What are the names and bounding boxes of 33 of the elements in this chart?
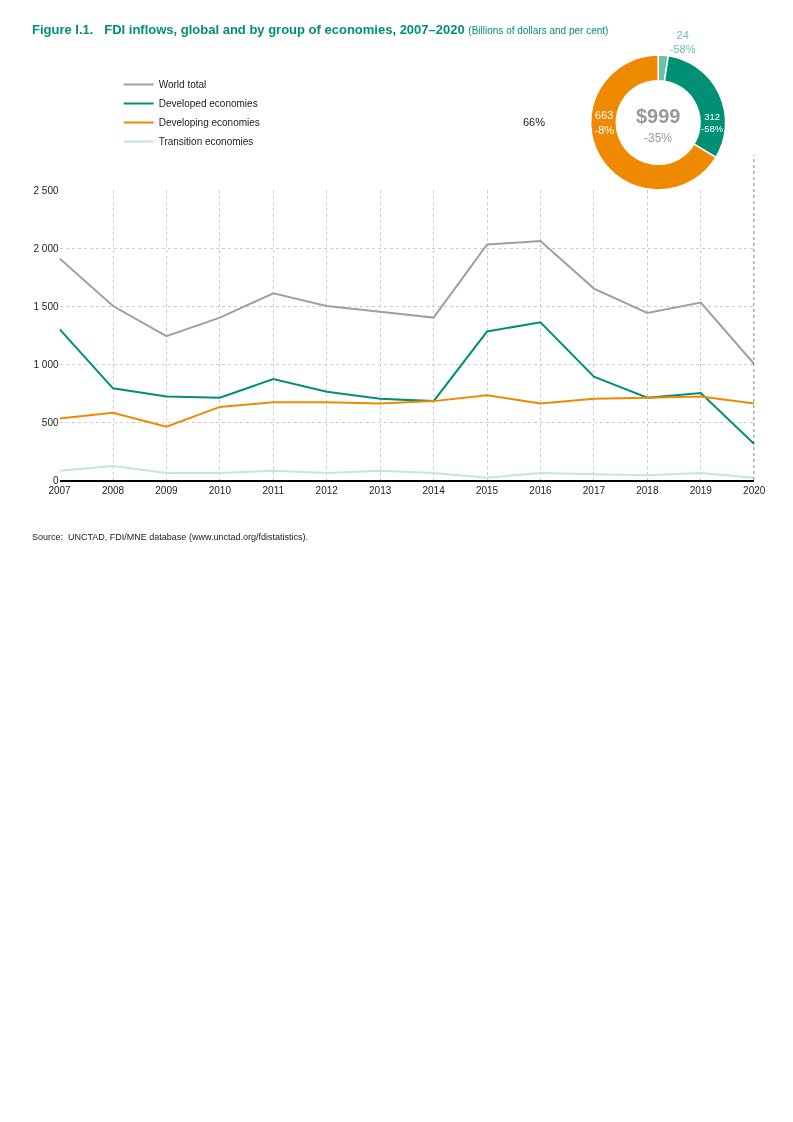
y-tick-label: 0 bbox=[53, 474, 59, 486]
x-tick-label: 2013 bbox=[369, 484, 392, 496]
x-tick-label: 2014 bbox=[422, 484, 446, 496]
text: -35% bbox=[644, 131, 673, 145]
chart-subtitle: (Billions of dollars and per cent) bbox=[468, 25, 609, 36]
y-tick-label: 500 bbox=[41, 416, 59, 428]
x-tick-label: 2012 bbox=[315, 484, 339, 496]
legend-label: Developed economies bbox=[158, 98, 258, 110]
data-label: 24 -58% bbox=[669, 28, 696, 56]
x-tick-label: 2010 bbox=[208, 484, 232, 496]
source-note: Source: UNCTAD, FDI/MNE database (www.unctad.org/fdistatistics). bbox=[32, 532, 308, 542]
legend-label: World total bbox=[158, 79, 207, 91]
data-label: 663 -8% bbox=[594, 109, 615, 136]
y-tick-label: 1 500 bbox=[33, 300, 59, 312]
y-tick-label: 2 000 bbox=[33, 242, 59, 254]
x-tick-label: 2008 bbox=[101, 484, 125, 496]
y-tick-label: 2 500 bbox=[33, 184, 59, 196]
y-tick-label: 1 000 bbox=[33, 358, 59, 370]
text: $999 bbox=[636, 105, 681, 127]
x-tick-label: 2019 bbox=[689, 484, 713, 496]
legend-label: Transition economies bbox=[158, 136, 254, 148]
x-tick-label: 2007 bbox=[48, 484, 72, 496]
x-tick-label: 2018 bbox=[636, 484, 659, 496]
x-tick-label: 2020 bbox=[743, 484, 766, 496]
chart-title: Figure I.1. FDI inflows, global and by group of economies, 2007–2020 bbox=[32, 22, 465, 37]
text: 66% bbox=[523, 116, 546, 128]
x-tick-label: 2011 bbox=[262, 484, 285, 496]
x-tick-label: 2015 bbox=[475, 484, 499, 496]
x-tick-label: 2017 bbox=[582, 484, 606, 496]
legend-label: Developing economies bbox=[158, 117, 260, 129]
data-label: 312 -58% bbox=[701, 110, 724, 135]
x-tick-label: 2016 bbox=[529, 484, 553, 496]
x-tick-label: 2009 bbox=[155, 484, 178, 496]
